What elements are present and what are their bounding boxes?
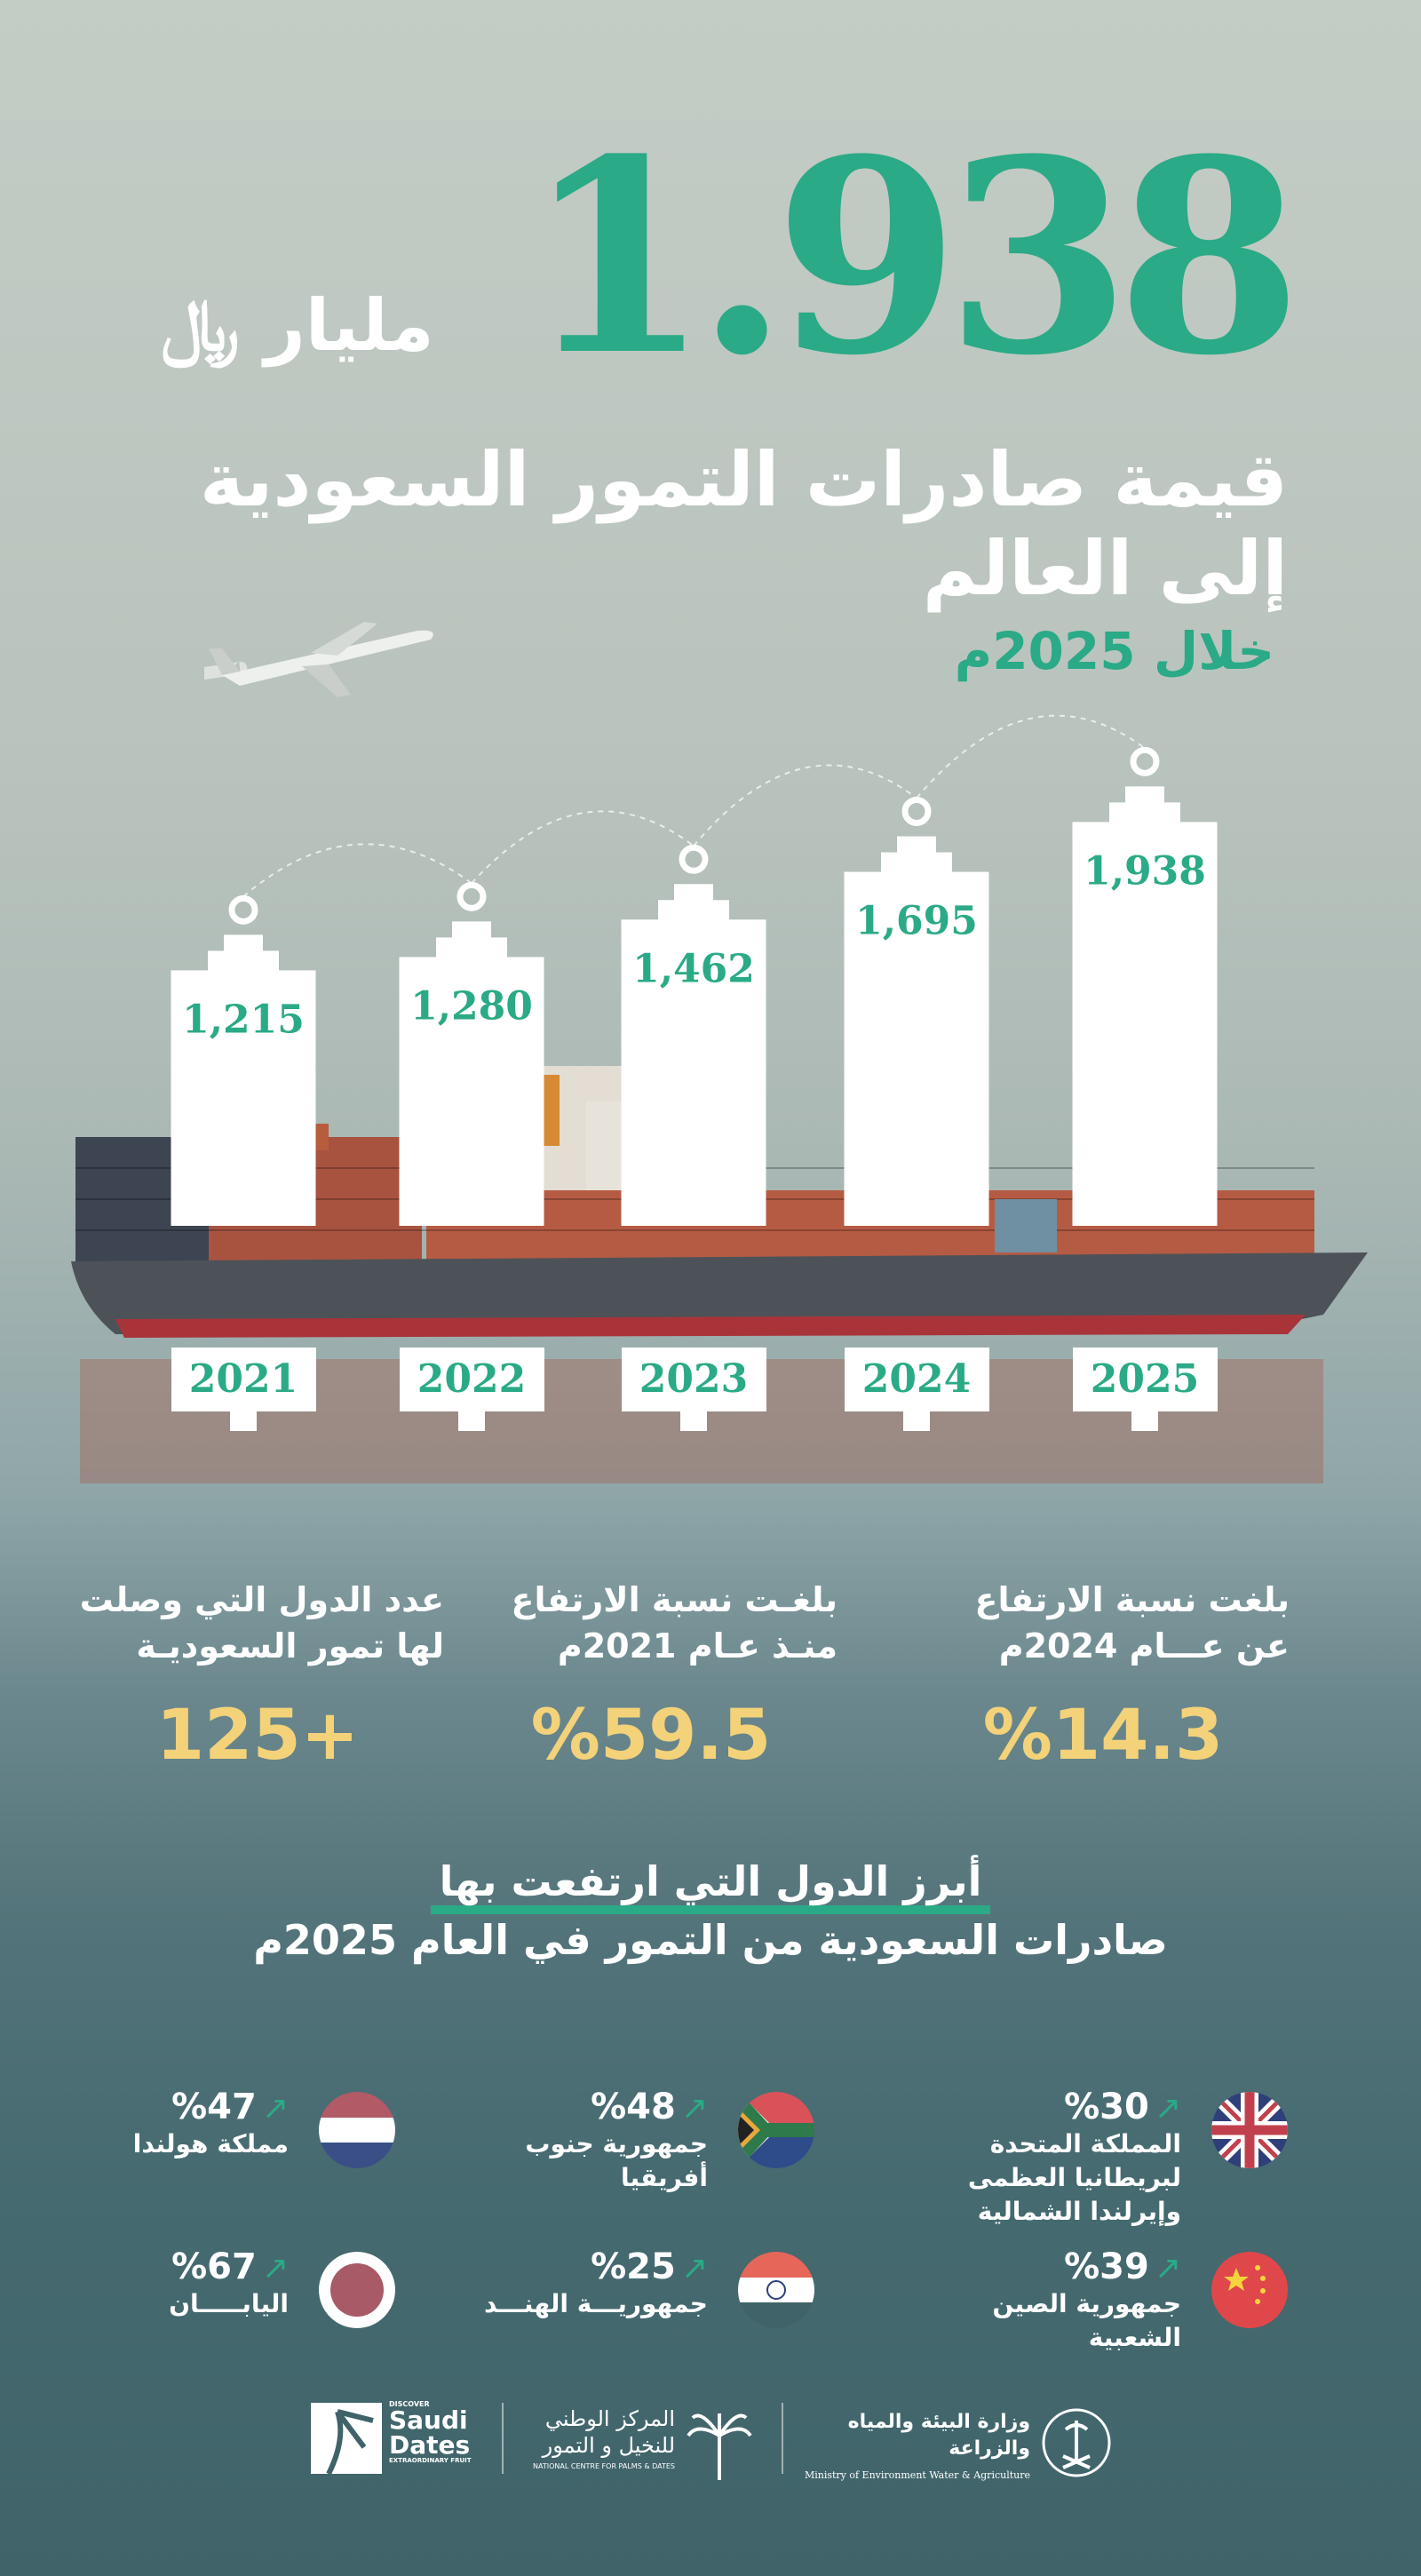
- value-unit: مليار ﷼: [161, 284, 434, 367]
- year-label: 2024: [844, 1348, 989, 1431]
- south-africa-flag-icon: [738, 2092, 814, 2168]
- country-growth: %25: [591, 2246, 676, 2287]
- connector-line: [471, 810, 695, 884]
- arrow-up-right-icon: ↗: [1154, 2250, 1181, 2286]
- china-flag-icon: [1211, 2252, 1288, 2328]
- bar-2024: 1,695: [844, 796, 989, 1226]
- sd-dates: Dates: [389, 2430, 471, 2460]
- title-block: قيمة صادرات التمور السعودية إلى العالم خ…: [133, 435, 1288, 680]
- saudi-dates-logo: DISCOVER Saudi Dates EXTRAORDINARY FRUIT: [389, 2401, 472, 2464]
- stat-label: بلغت نسبة الارتفاع عن عـــام 2024م: [974, 1580, 1290, 1666]
- country-item: ↗%39 جمهورية الصين الشعبية: [844, 2246, 1288, 2367]
- headline: قيمة صادرات التمور السعودية إلى العالم: [199, 436, 1288, 612]
- country-item: ↗%47 مملكة هولندا: [0, 2087, 395, 2207]
- ncpd-name-ar2: للنخيل و التمور: [542, 2433, 675, 2458]
- divider: [782, 2403, 783, 2474]
- country-item: ↗%48 جمهورية جنوب أفريقيا: [370, 2087, 814, 2207]
- bar-value-label: 1,938: [1084, 848, 1206, 894]
- bar-marker-icon: [679, 844, 709, 874]
- bar-value-label: 1,462: [632, 946, 755, 991]
- airplane-icon: [204, 622, 433, 697]
- bar: [844, 836, 989, 1226]
- exports-bar-chart: 1,215 1,280 1,462 1,695 1,938: [171, 714, 1218, 1226]
- stat-label: عدد الدول التي وصلت لها تمور السعوديـة: [79, 1580, 444, 1666]
- bar: [1072, 786, 1218, 1226]
- stat-card: بلغـت نسبة الارتفاع منـذ عـام 2021م %59.5: [464, 1577, 838, 1776]
- bar-marker-icon: [901, 796, 932, 826]
- ministry-emblem-icon: [1042, 2408, 1111, 2477]
- arrow-up-right-icon: ↗: [680, 2250, 708, 2286]
- bar: [171, 934, 316, 1226]
- bar-value-label: 1,215: [182, 997, 305, 1042]
- section-title-line2: صادرات السعودية من التمور في العام 2025م: [253, 1916, 1168, 1964]
- japan-flag-icon: [319, 2252, 395, 2328]
- bar-2021: 1,215: [171, 894, 316, 1226]
- sd-saudi: Saudi: [389, 2405, 468, 2435]
- india-flag-icon: [738, 2252, 814, 2328]
- arrow-up-right-icon: ↗: [680, 2090, 708, 2127]
- period: خلال 2025م: [954, 621, 1274, 681]
- stat-value: %14.3: [982, 1696, 1224, 1776]
- country-growth: %39: [1064, 2246, 1149, 2287]
- bar-marker-icon: [228, 894, 258, 925]
- country-name: اليابـــــان: [169, 2289, 289, 2318]
- bar-value-label: 1,280: [410, 983, 533, 1029]
- country-name: مملكة هولندا: [132, 2129, 289, 2159]
- year-label: 2025: [1072, 1348, 1218, 1431]
- bar-value-label: 1,695: [855, 898, 978, 943]
- sd-top: DISCOVER: [389, 2400, 430, 2408]
- year-label: 2022: [399, 1348, 544, 1431]
- country-growth: %47: [171, 2087, 257, 2127]
- stat-value: +125: [155, 1696, 360, 1776]
- section-title-line1: أبرز الدول التي ارتفعت بها: [430, 1857, 991, 1914]
- ministry-logo: وزارة البيئة والمياه والزراعة Ministry o…: [804, 2409, 1030, 2482]
- ministry-name-en: Ministry of Environment Water & Agricult…: [804, 2469, 1030, 2481]
- year-label: 2021: [171, 1348, 316, 1431]
- country-name: المملكة المتحدة لبريطانيا العظمى وإيرلند…: [967, 2129, 1181, 2226]
- uk-flag-icon: [1211, 2092, 1288, 2168]
- country-name: جمهوريـــة الهنـــد: [484, 2289, 708, 2318]
- arrow-up-right-icon: ↗: [1154, 2090, 1181, 2127]
- stat-value: %59.5: [530, 1696, 772, 1776]
- stat-card: عدد الدول التي وصلت لها تمور السعوديـة +1…: [71, 1577, 444, 1776]
- bar: [621, 884, 766, 1226]
- sd-bottom: EXTRAORDINARY FRUIT: [389, 2457, 472, 2464]
- section-title: أبرز الدول التي ارتفعت بها صادرات السعود…: [0, 1852, 1421, 1969]
- stat-label: بلغـت نسبة الارتفاع منـذ عـام 2021م: [511, 1580, 838, 1666]
- country-growth: %48: [591, 2087, 676, 2127]
- country-item: ↗%67 اليابـــــان: [0, 2246, 395, 2367]
- country-growth: %67: [171, 2246, 257, 2287]
- connector-line: [916, 714, 1146, 799]
- country-item: ↗%25 جمهوريـــة الهنـــد: [370, 2246, 814, 2367]
- connector-line: [242, 843, 472, 898]
- saudi-dates-palm-icon: [311, 2403, 382, 2474]
- country-item: ↗%30 المملكة المتحدة لبريطانيا العظمى وإ…: [844, 2087, 1288, 2226]
- year-label: 2023: [621, 1348, 766, 1431]
- arrow-up-right-icon: ↗: [261, 2250, 289, 2286]
- bar-2022: 1,280: [399, 881, 544, 1226]
- ncpd-name-ar1: المركز الوطني: [544, 2406, 675, 2431]
- arrow-up-right-icon: ↗: [261, 2090, 289, 2127]
- ncpd-logo: المركز الوطني للنخيل و التمور NATIONAL C…: [522, 2405, 675, 2471]
- bar-2025: 1,938: [1072, 746, 1218, 1226]
- bar: [399, 921, 544, 1226]
- ncpd-name-en: NATIONAL CENTRE FOR PALMS & DATES: [533, 2462, 675, 2470]
- connector-line: [693, 764, 917, 847]
- divider: [502, 2403, 504, 2474]
- netherlands-flag-icon: [319, 2092, 395, 2168]
- bar-marker-icon: [1130, 746, 1160, 776]
- ministry-name-ar: وزارة البيئة والمياه والزراعة: [847, 2411, 1030, 2460]
- bar-2023: 1,462: [621, 844, 766, 1226]
- palm-tree-icon: [687, 2413, 752, 2480]
- country-name: جمهورية الصين الشعبية: [992, 2289, 1181, 2352]
- bar-marker-icon: [456, 881, 487, 911]
- stat-card: بلغت نسبة الارتفاع عن عـــام 2024م %14.3: [917, 1577, 1290, 1776]
- country-name: جمهورية جنوب أفريقيا: [525, 2129, 708, 2192]
- total-value: 1.938: [524, 100, 1302, 414]
- country-growth: %30: [1064, 2087, 1149, 2127]
